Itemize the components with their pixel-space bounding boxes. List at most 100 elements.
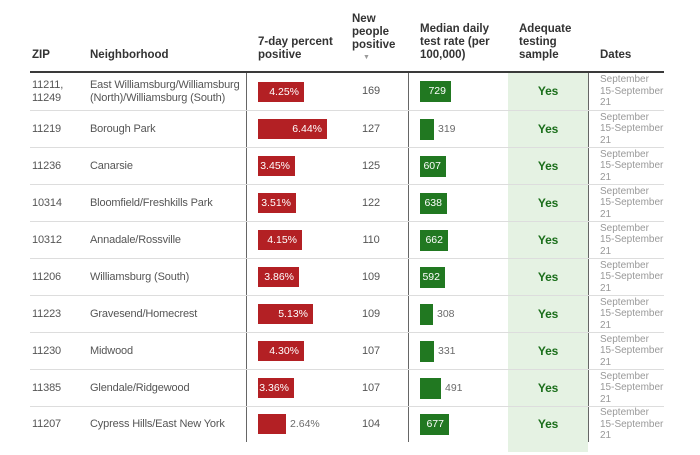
column-header-adequate[interactable]: Adequate testing sample [519,23,572,61]
zip-cell: 11211, 11249 [32,78,64,104]
column-header-new-positive[interactable]: New people positive ▼ [340,13,408,62]
table-row: 11206 Williamsburg (South) 3.86% 109 592… [30,259,664,296]
pct-positive-bar: 4.25% [258,81,304,102]
pct-positive-bar: 3.51% [258,193,296,213]
adequate-value: Yes [537,158,559,173]
column-divider [588,296,589,332]
column-header-neighborhood[interactable]: Neighborhood [90,49,169,61]
column-header-new-positive-label: New people positive [352,13,396,51]
column-divider [246,296,247,332]
pct-positive-cell: 5.13% [247,296,340,332]
covid-zip-table: ZIP Neighborhood 7-day percent positive … [30,13,664,452]
column-divider [408,111,409,147]
dates-cell: September 15-September 21 [600,74,664,109]
table-row: 11230 Midwood 4.30% 107 331 Yes Septembe… [30,333,664,370]
zip-cell: 11206 [32,270,62,283]
test-rate-bar: 677 [420,413,449,435]
column-divider [588,370,589,406]
pct-positive-cell: 2.64% [247,407,340,442]
column-divider [408,370,409,406]
adequate-cell: Yes [508,370,588,406]
adequate-cell: Yes [508,333,588,369]
adequate-cell: Yes [508,407,588,442]
test-rate-cell: 308 [409,296,508,332]
table-row: 11207 Cypress Hills/East New York 2.64% … [30,407,664,442]
pct-positive-cell: 3.51% [247,185,340,221]
dates-cell: September 15-September 21 [600,333,664,368]
test-rate-cell: 491 [409,370,508,406]
pct-positive-cell: 4.15% [247,222,340,258]
test-rate-label: 491 [445,381,463,394]
test-rate-label: 331 [438,344,456,357]
column-header-pct-positive[interactable]: 7-day percent positive [258,36,333,61]
pct-positive-label: 2.64% [290,417,320,430]
zip-cell: 10312 [32,233,62,246]
test-rate-cell: 638 [409,185,508,221]
new-positive-cell: 107 [362,344,380,357]
column-header-zip[interactable]: ZIP [32,49,50,61]
test-rate-cell: 592 [409,259,508,295]
pct-positive-cell: 3.45% [247,148,340,184]
neighborhood-cell: Midwood [90,344,133,357]
column-divider [408,148,409,184]
new-positive-cell: 110 [362,233,380,246]
column-divider [588,333,589,369]
pct-positive-bar: 3.86% [258,267,299,287]
table-body: 11211, 11249 East Williamsburg/Williamsb… [30,73,664,442]
new-positive-cell: 127 [362,122,380,135]
neighborhood-cell: Annadale/Rossville [90,233,181,246]
test-rate-bar: 662 [420,229,448,251]
new-positive-cell: 109 [362,270,380,283]
column-header-test-rate[interactable]: Median daily test rate (per 100,000) [420,23,490,61]
table-row: 11219 Borough Park 6.44% 127 319 Yes Sep… [30,111,664,148]
test-rate-bar [420,118,434,140]
dates-cell: September 15-September 21 [600,370,664,405]
dates-cell: September 15-September 21 [600,185,664,220]
column-divider [588,407,589,442]
pct-positive-bar [258,414,286,435]
adequate-cell: Yes [508,73,588,110]
table-row: 11211, 11249 East Williamsburg/Williamsb… [30,73,664,111]
adequate-value: Yes [537,416,559,431]
column-divider [588,111,589,147]
test-rate-bar [420,303,433,325]
test-rate-cell: 607 [409,148,508,184]
pct-positive-bar: 5.13% [258,304,313,324]
zip-cell: 11207 [32,417,62,430]
pct-positive-bar: 3.45% [258,156,295,176]
test-rate-cell: 331 [409,333,508,369]
adequate-value: Yes [537,269,559,284]
neighborhood-cell: Cypress Hills/East New York [90,417,225,430]
column-divider [588,185,589,221]
column-divider [246,407,247,442]
neighborhood-cell: Gravesend/Homecrest [90,307,198,320]
column-header-dates[interactable]: Dates [600,49,632,61]
column-divider [246,111,247,147]
test-rate-bar: 607 [420,155,446,177]
column-divider [246,370,247,406]
column-divider [408,259,409,295]
table-row: 10312 Annadale/Rossville 4.15% 110 662 Y… [30,222,664,259]
zip-cell: 11236 [32,159,62,172]
zip-cell: 11230 [32,344,62,357]
pct-positive-cell: 4.30% [247,333,340,369]
test-rate-cell: 729 [409,73,508,110]
column-divider [408,185,409,221]
pct-positive-cell: 4.25% [247,73,340,110]
column-divider [246,222,247,258]
adequate-value: Yes [537,121,559,136]
adequate-cell: Yes [508,111,588,147]
test-rate-bar [420,340,434,362]
new-positive-cell: 169 [362,85,380,97]
column-divider [246,333,247,369]
adequate-cell: Yes [508,222,588,258]
adequate-cell-fragment [508,441,588,452]
zip-cell: 11223 [32,307,62,320]
test-rate-bar: 592 [420,266,445,288]
new-positive-cell: 104 [362,417,380,430]
neighborhood-cell: Glendale/Ridgewood [90,381,190,394]
pct-positive-cell: 3.36% [247,370,340,406]
table-header-row: ZIP Neighborhood 7-day percent positive … [30,13,664,73]
pct-positive-bar: 4.15% [258,230,302,250]
dates-cell: September 15-September 21 [600,407,664,441]
